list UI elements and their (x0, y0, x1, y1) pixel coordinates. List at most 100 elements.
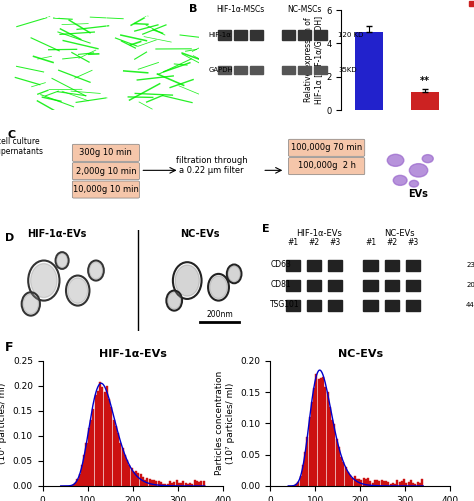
Bar (306, 437, 309, 486)
Bar (406, 280, 420, 291)
Bar (286, 260, 300, 271)
Title: NC-EVs: NC-EVs (337, 349, 383, 359)
Y-axis label: Relative expression of
HIF-1α [HIF-1α/GAPDH]: Relative expression of HIF-1α [HIF-1α/GA… (304, 16, 323, 104)
Bar (384, 300, 399, 311)
Bar (411, 92, 439, 110)
Bar (408, 482, 410, 486)
Bar (396, 480, 399, 486)
Bar (175, 480, 178, 486)
Bar (166, 484, 169, 486)
Text: F: F (5, 341, 13, 354)
Bar (314, 30, 327, 40)
Bar (307, 280, 321, 291)
Bar (182, 481, 184, 486)
Bar (385, 481, 387, 486)
Bar (83, 455, 85, 486)
Bar (333, 424, 336, 486)
Text: filtration through
a 0.22 μm filter: filtration through a 0.22 μm filter (176, 156, 247, 175)
Circle shape (393, 175, 407, 185)
Bar (142, 477, 144, 486)
Legend: HIF-1α-MSCs, NC-MSCs: HIF-1α-MSCs, NC-MSCs (466, 0, 474, 10)
Bar (421, 479, 423, 486)
Circle shape (23, 294, 38, 314)
Bar (313, 388, 315, 486)
Bar (99, 382, 101, 486)
Bar (157, 481, 160, 486)
Bar (119, 443, 121, 486)
Text: GAPDH: GAPDH (209, 67, 233, 73)
Bar (128, 465, 130, 486)
Bar (345, 467, 346, 486)
Bar (358, 478, 360, 486)
Bar (81, 465, 83, 486)
Bar (372, 483, 374, 486)
Bar (324, 387, 327, 486)
Bar (97, 391, 99, 486)
Text: cell culture
supernatants: cell culture supernatants (0, 137, 44, 156)
Bar (133, 472, 135, 486)
Bar (414, 483, 417, 486)
Bar (198, 481, 200, 486)
FancyBboxPatch shape (288, 139, 365, 156)
Bar (403, 479, 405, 486)
Text: B: B (189, 4, 198, 14)
Bar (406, 260, 420, 271)
Bar (92, 409, 94, 486)
Text: CD81: CD81 (270, 281, 291, 290)
Text: NC-EVs: NC-EVs (181, 229, 220, 239)
Text: #1: #1 (365, 238, 376, 247)
Text: 100,000g  2 h: 100,000g 2 h (298, 161, 356, 170)
Text: NC-EVs: NC-EVs (384, 229, 415, 238)
FancyBboxPatch shape (73, 144, 139, 161)
Y-axis label: Particles concentration
(10⁷ particles/ ml): Particles concentration (10⁷ particles/ … (215, 371, 235, 475)
Bar (384, 260, 399, 271)
Bar (94, 395, 97, 486)
Bar (419, 483, 421, 486)
Text: HIF-1α-EVs: HIF-1α-EVs (296, 229, 342, 238)
Text: #2: #2 (309, 238, 319, 247)
Bar (307, 300, 321, 311)
Text: HIF-1α: HIF-1α (209, 32, 231, 38)
Bar (309, 417, 310, 486)
Bar (329, 407, 331, 486)
Bar (101, 387, 103, 486)
Bar (381, 479, 383, 486)
Bar (298, 30, 311, 40)
Text: 300g 10 min: 300g 10 min (80, 148, 132, 157)
Text: NC-MSCs: NC-MSCs (19, 11, 65, 20)
Bar (328, 280, 342, 291)
Bar (298, 66, 311, 74)
Bar (300, 476, 301, 486)
Bar (405, 482, 408, 486)
Bar (121, 447, 124, 486)
Bar (155, 481, 157, 486)
Bar (124, 455, 126, 486)
Bar (311, 402, 313, 486)
Bar (130, 468, 133, 486)
Bar (250, 30, 263, 40)
Bar (349, 475, 351, 486)
Bar (376, 479, 378, 486)
Text: #3: #3 (407, 238, 419, 247)
Bar (369, 481, 372, 486)
Bar (282, 30, 295, 40)
Bar (364, 260, 378, 271)
Bar (72, 485, 74, 486)
Bar (406, 300, 420, 311)
Bar (417, 482, 419, 486)
Bar (320, 378, 322, 486)
Bar (286, 280, 300, 291)
Text: E: E (263, 224, 270, 234)
Text: D: D (5, 233, 14, 243)
Bar (151, 480, 153, 486)
Bar (354, 476, 356, 486)
Bar (322, 377, 324, 486)
Text: HIF-1α-MSCs: HIF-1α-MSCs (123, 11, 188, 20)
Bar (164, 483, 166, 486)
Bar (315, 374, 318, 486)
Bar (365, 479, 367, 486)
Bar (218, 66, 231, 74)
FancyBboxPatch shape (288, 158, 365, 175)
Bar (314, 66, 327, 74)
Bar (153, 479, 155, 486)
